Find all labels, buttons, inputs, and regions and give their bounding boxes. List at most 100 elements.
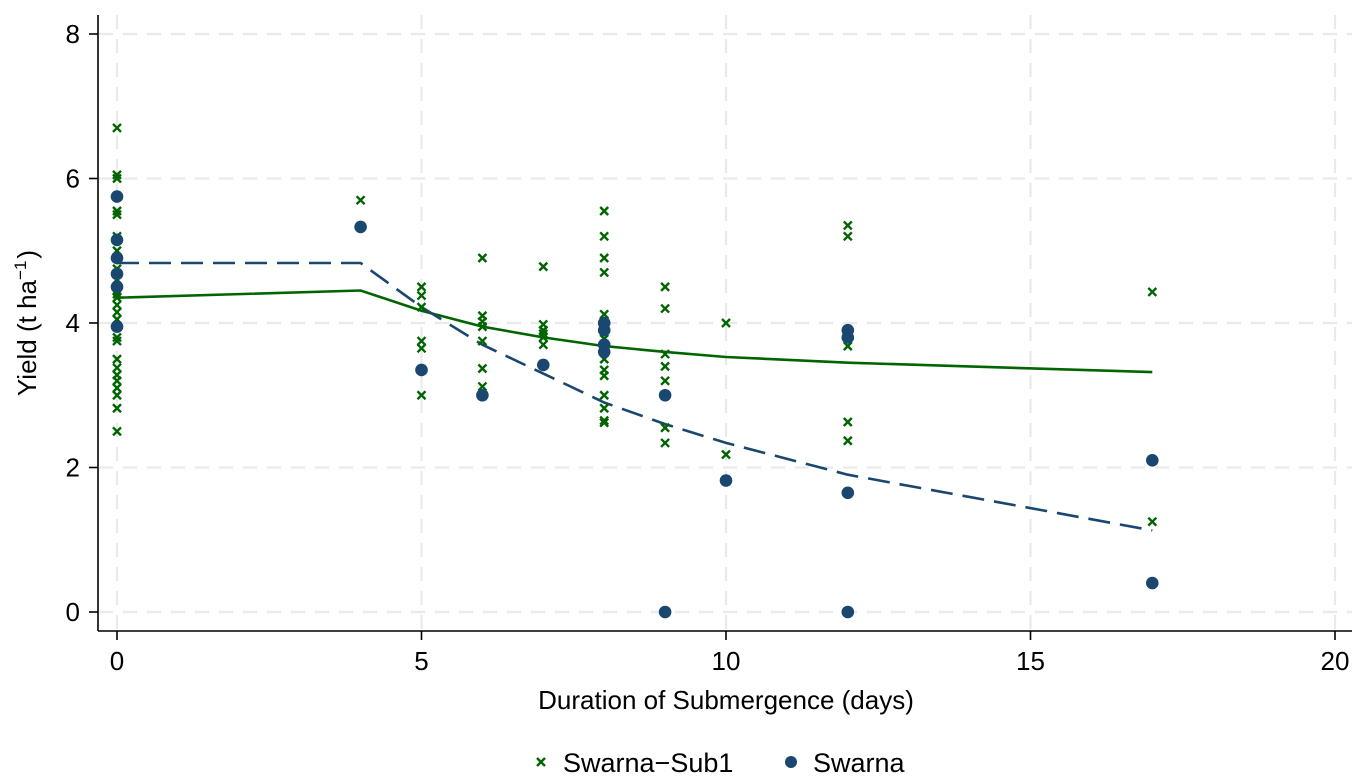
data-point-x <box>112 170 122 180</box>
data-point-x <box>842 231 853 242</box>
data-point-x <box>660 282 670 292</box>
data-point-x <box>538 332 549 343</box>
grid-lines <box>99 15 1352 630</box>
data-point-x <box>538 328 549 339</box>
trend-line-swarna-sub1 <box>116 289 1153 374</box>
data-point-circle <box>110 320 124 333</box>
data-point-x <box>112 390 122 401</box>
data-point-x <box>599 415 610 426</box>
y-axis-title: Yield (t ha−1) <box>11 250 42 396</box>
data-point-x <box>538 325 549 336</box>
data-point-x <box>599 206 610 216</box>
data-point-x <box>599 267 610 278</box>
data-point-circle <box>110 251 124 265</box>
data-point-x <box>721 318 731 328</box>
y-tick-label: 4 <box>66 308 80 338</box>
data-point-circle <box>1146 453 1159 467</box>
series-swarna-sub1 <box>112 123 1158 527</box>
data-point-circle <box>1146 576 1159 590</box>
data-point-circle <box>658 605 672 619</box>
data-point-circle <box>841 331 855 344</box>
x-tick-label: 20 <box>1321 646 1350 676</box>
data-point-x <box>660 361 670 372</box>
trend-line-swarna <box>117 261 1153 532</box>
data-point-x <box>477 381 488 392</box>
data-point-x <box>416 302 427 312</box>
data-point-x <box>416 343 427 354</box>
data-point-x <box>660 422 670 433</box>
data-point-x <box>477 253 488 263</box>
data-point-x <box>599 231 610 242</box>
data-point-x <box>416 390 427 401</box>
data-point-x <box>599 390 610 401</box>
data-point-x <box>660 375 670 386</box>
data-point-x <box>1147 516 1158 527</box>
data-point-x <box>477 321 488 332</box>
data-point-x <box>112 300 122 310</box>
legend-circle-marker-icon <box>785 756 797 768</box>
data-point-x <box>112 209 122 220</box>
data-point-x <box>660 438 670 448</box>
data-point-x <box>112 383 122 393</box>
data-point-x <box>599 253 610 263</box>
data-point-x <box>599 309 610 320</box>
data-point-x <box>112 123 122 133</box>
x-tick-label: 0 <box>110 646 124 676</box>
legend: Swarna−Sub1 Swarna <box>536 748 906 778</box>
data-point-x <box>660 303 670 314</box>
data-point-circle <box>597 323 611 337</box>
y-ticks: 0 2 4 6 8 <box>66 19 98 627</box>
data-point-circle <box>110 267 124 281</box>
data-point-x <box>112 292 122 303</box>
data-point-x <box>112 375 122 386</box>
legend-label-swarna-sub1: Swarna−Sub1 <box>563 748 733 778</box>
data-point-x <box>477 336 488 346</box>
data-point-circle <box>415 363 428 377</box>
data-point-circle <box>537 358 550 372</box>
legend-x-marker-icon <box>536 757 546 767</box>
trend-lines <box>116 261 1153 532</box>
data-point-x <box>112 362 122 373</box>
data-point-x <box>112 354 122 364</box>
data-point-x <box>477 363 488 374</box>
data-point-x <box>842 220 853 231</box>
data-point-x <box>660 349 670 359</box>
series-swarna <box>110 190 1159 619</box>
x-axis-title: Duration of Submergence (days) <box>538 685 914 715</box>
data-point-x <box>112 332 122 343</box>
data-point-x <box>416 336 427 346</box>
data-point-x <box>599 370 610 381</box>
data-point-x <box>416 282 427 292</box>
data-point-circle <box>110 233 124 247</box>
data-point-x <box>112 426 122 437</box>
data-point-x <box>112 403 122 414</box>
legend-label-swarna: Swarna <box>813 748 906 778</box>
x-ticks: 0 5 10 15 20 <box>110 631 1350 676</box>
legend-item-swarna-sub1: Swarna−Sub1 <box>536 748 733 778</box>
data-point-circle <box>110 280 124 294</box>
data-point-x <box>842 417 853 427</box>
y-axis-title-superscript: −1 <box>11 261 30 280</box>
data-point-circle <box>719 474 733 487</box>
data-point-x <box>112 307 122 318</box>
data-point-x <box>721 449 731 460</box>
y-tick-label: 0 <box>66 597 80 627</box>
y-axis-title-suffix: ) <box>12 250 42 259</box>
x-tick-label: 10 <box>712 646 741 676</box>
data-points <box>110 123 1159 619</box>
data-point-x <box>355 195 366 206</box>
x-tick-label: 15 <box>1016 646 1045 676</box>
y-axis-title-group: Yield (t ha−1) <box>11 250 42 396</box>
data-point-x <box>112 206 122 216</box>
data-point-circle <box>354 220 367 234</box>
data-point-circle <box>841 486 855 500</box>
data-point-circle <box>841 605 855 619</box>
data-point-x <box>112 336 122 346</box>
data-point-x <box>599 403 610 414</box>
y-tick-label: 2 <box>66 453 80 483</box>
data-point-x <box>1147 287 1158 297</box>
data-point-x <box>842 435 853 446</box>
data-point-x <box>538 339 549 350</box>
data-point-circle <box>658 388 672 402</box>
